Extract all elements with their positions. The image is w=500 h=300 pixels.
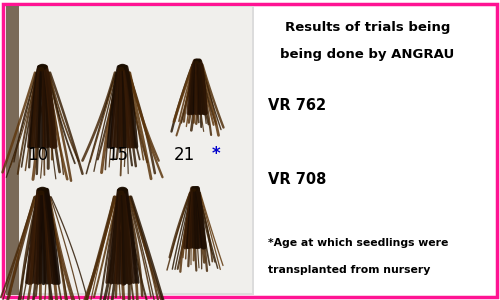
Text: *: * [212,145,220,163]
Circle shape [38,64,46,69]
Text: VR 762: VR 762 [268,98,326,112]
Circle shape [38,188,47,193]
Circle shape [38,191,44,195]
Circle shape [192,189,196,191]
Text: 15: 15 [107,146,128,164]
Text: transplanted from nursery: transplanted from nursery [268,265,430,275]
Circle shape [118,68,124,71]
Circle shape [118,188,127,193]
Text: being done by ANGRAU: being done by ANGRAU [280,47,454,61]
Text: Results of trials being: Results of trials being [285,20,450,34]
Circle shape [118,64,126,69]
Bar [19,7,252,293]
Text: 10: 10 [27,146,48,164]
Circle shape [38,68,44,71]
Text: *Age at which seedlings were: *Age at which seedlings were [268,238,448,248]
Bar [6,6,254,295]
Circle shape [195,59,200,62]
Circle shape [192,187,198,190]
Circle shape [118,191,124,195]
Circle shape [195,61,198,63]
Text: 21: 21 [174,146,195,164]
Text: VR 708: VR 708 [268,172,326,188]
Bar [6,6,18,295]
